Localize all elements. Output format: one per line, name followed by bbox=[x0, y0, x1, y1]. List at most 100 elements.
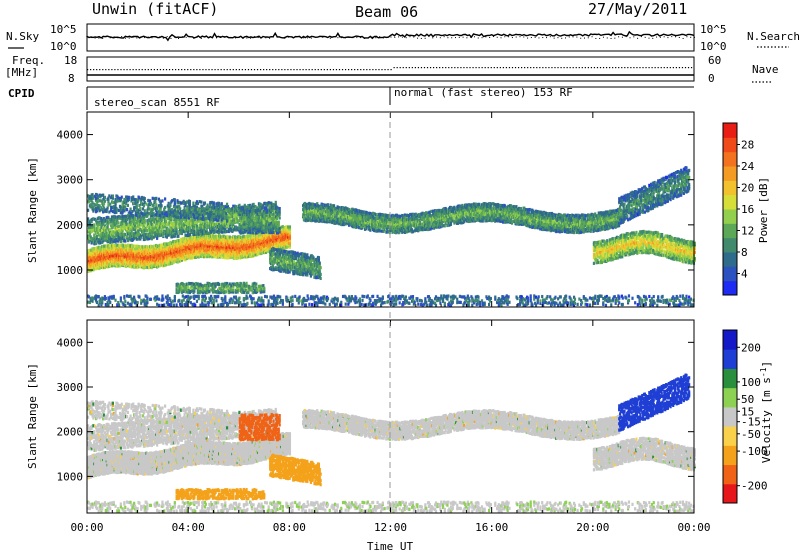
power-cell bbox=[89, 227, 92, 231]
power-cell bbox=[188, 226, 191, 230]
power-cell bbox=[136, 200, 139, 204]
nave-dot bbox=[666, 67, 668, 69]
power-cell bbox=[187, 231, 190, 235]
power-cell bbox=[149, 201, 153, 205]
freq-panel: Freq. [MHz] 18 8 60 0 Nave bbox=[5, 54, 779, 85]
power-cell bbox=[173, 208, 176, 212]
power-cell bbox=[90, 203, 93, 207]
power-cell bbox=[159, 250, 162, 254]
station-title: Unwin (fitACF) bbox=[92, 0, 218, 18]
power-cell bbox=[108, 210, 111, 214]
power-cell bbox=[90, 220, 93, 224]
nsearch-dot bbox=[508, 36, 510, 38]
nsearch-dot bbox=[553, 37, 555, 39]
nave-dot bbox=[496, 67, 498, 69]
nave-dot bbox=[618, 67, 620, 69]
power-cell bbox=[104, 230, 107, 234]
nave-dot bbox=[426, 67, 429, 69]
nave-dot bbox=[508, 67, 511, 69]
nave-dot bbox=[690, 67, 693, 69]
power-cell bbox=[91, 193, 94, 197]
nave-dot bbox=[123, 69, 125, 71]
nsearch-dot bbox=[109, 37, 111, 39]
power-cell bbox=[142, 216, 145, 220]
cpid-row: CPID stereo_scan 8551 RF normal (fast st… bbox=[8, 86, 694, 110]
nsearch-dot bbox=[189, 36, 191, 38]
power-cell bbox=[94, 219, 98, 223]
power-cell bbox=[191, 208, 194, 212]
nsearch-dot bbox=[523, 36, 525, 38]
nave-dot bbox=[390, 69, 392, 71]
power-cell bbox=[97, 226, 100, 230]
power-cell bbox=[98, 216, 101, 220]
nave-dot bbox=[684, 67, 687, 69]
nave-dot bbox=[226, 69, 228, 71]
nsearch-dot bbox=[329, 37, 331, 39]
power-cell bbox=[225, 216, 228, 220]
nave-dot bbox=[87, 69, 89, 71]
power-cell bbox=[185, 219, 188, 223]
power-cell bbox=[117, 224, 120, 229]
power-cell bbox=[133, 223, 137, 228]
power-cell bbox=[140, 212, 144, 216]
power-cell bbox=[131, 209, 134, 214]
power-cell bbox=[231, 224, 234, 228]
power-cell bbox=[244, 249, 247, 253]
power-cell bbox=[135, 203, 138, 207]
nave-dot bbox=[436, 67, 438, 69]
nsearch-dot bbox=[485, 36, 487, 38]
power-cell bbox=[130, 222, 133, 226]
power-cell bbox=[95, 234, 99, 239]
power-cell bbox=[288, 227, 292, 231]
power-cell bbox=[94, 206, 98, 211]
power-cell bbox=[152, 250, 155, 254]
nsearch-dot bbox=[678, 36, 680, 38]
power-cell bbox=[135, 206, 138, 210]
freq-tick-top: 18 bbox=[64, 54, 77, 67]
nsearch-dot bbox=[489, 36, 491, 38]
power-cell bbox=[102, 222, 105, 226]
power-cell bbox=[266, 224, 269, 228]
power-cell bbox=[231, 207, 234, 211]
power-cell bbox=[126, 232, 130, 236]
power-cell bbox=[114, 231, 117, 235]
power-cell bbox=[106, 206, 109, 210]
power-cell bbox=[103, 195, 107, 200]
nave-dot bbox=[448, 67, 450, 69]
cpid-label: CPID bbox=[8, 87, 35, 100]
power-cell bbox=[141, 219, 145, 223]
power-cell bbox=[140, 257, 143, 261]
nsearch-dot bbox=[496, 36, 498, 38]
power-cell bbox=[106, 218, 109, 222]
power-cell bbox=[93, 223, 96, 227]
power-cell bbox=[288, 231, 292, 235]
power-cell bbox=[220, 202, 223, 206]
power-cell bbox=[231, 209, 234, 213]
nave-dot bbox=[93, 69, 95, 71]
power-cell bbox=[197, 232, 200, 236]
power-cell bbox=[175, 230, 178, 234]
power-cell bbox=[224, 219, 227, 223]
power-cell bbox=[88, 233, 91, 237]
power-cell bbox=[133, 219, 136, 224]
nsearch-dot bbox=[614, 37, 616, 39]
power-cell bbox=[203, 207, 207, 211]
power-cell bbox=[171, 199, 174, 203]
power-cell bbox=[288, 243, 292, 247]
nsearch-dot bbox=[591, 36, 593, 38]
power-cell bbox=[138, 232, 141, 237]
nave-dot bbox=[111, 69, 113, 71]
nsearch-dot bbox=[477, 37, 479, 39]
power-cell bbox=[107, 231, 110, 235]
power-cell bbox=[95, 193, 99, 197]
nave-dot bbox=[454, 67, 456, 69]
power-cell bbox=[171, 221, 174, 226]
power-cell bbox=[104, 226, 107, 230]
power-cell bbox=[276, 223, 279, 227]
power-cell bbox=[94, 241, 98, 246]
power-cell bbox=[117, 199, 120, 203]
power-cell bbox=[219, 227, 222, 232]
power-cell bbox=[212, 211, 215, 215]
power-cell bbox=[193, 226, 196, 230]
nsearch-dot bbox=[675, 36, 677, 38]
